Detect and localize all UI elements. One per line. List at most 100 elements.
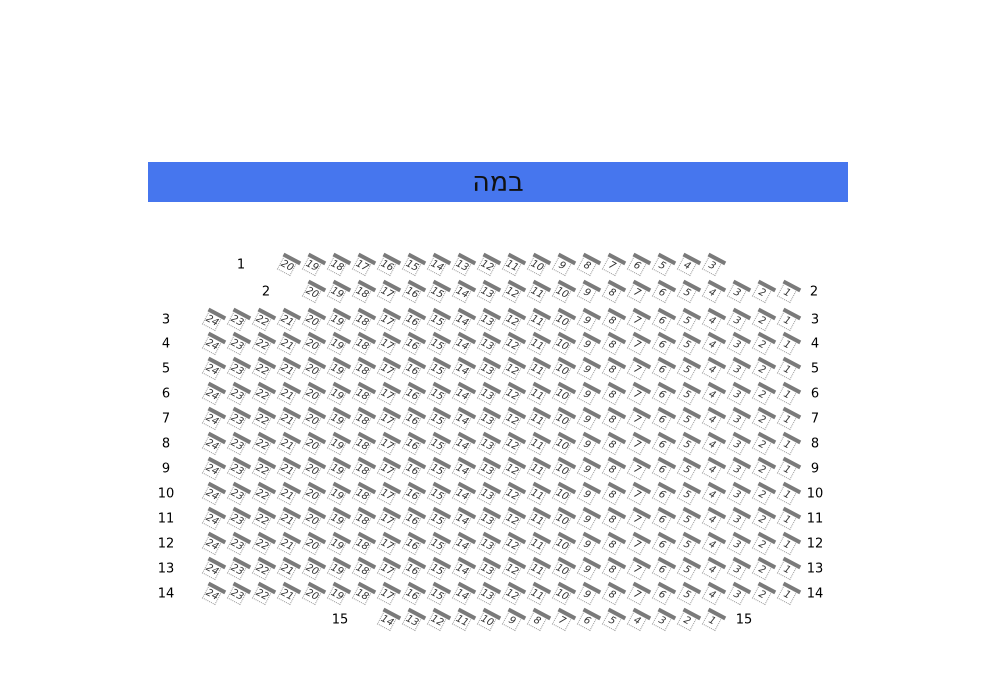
seat-row-15-7[interactable]: 7 [551, 607, 577, 632]
seat-row-7-6[interactable]: 6 [651, 406, 677, 431]
seat-row-9-4[interactable]: 4 [701, 456, 727, 481]
seat-row-8-18[interactable]: 18 [351, 431, 377, 456]
seat-row-1-12[interactable]: 12 [476, 252, 502, 277]
seat-row-14-13[interactable]: 13 [476, 581, 502, 606]
seat-row-7-20[interactable]: 20 [301, 406, 327, 431]
seat-row-6-17[interactable]: 17 [376, 381, 402, 406]
seat-row-5-3[interactable]: 3 [726, 356, 752, 381]
seat-row-11-17[interactable]: 17 [376, 506, 402, 531]
seat-row-5-7[interactable]: 7 [626, 356, 652, 381]
seat-row-11-1[interactable]: 1 [776, 506, 802, 531]
seat-row-10-24[interactable]: 24 [201, 481, 227, 506]
seat-row-6-5[interactable]: 5 [676, 381, 702, 406]
seat-row-3-23[interactable]: 23 [226, 307, 252, 332]
seat-row-6-9[interactable]: 9 [576, 381, 602, 406]
seat-row-7-8[interactable]: 8 [601, 406, 627, 431]
seat-row-2-3[interactable]: 3 [726, 279, 752, 304]
seat-row-6-20[interactable]: 20 [301, 381, 327, 406]
seat-row-15-5[interactable]: 5 [601, 607, 627, 632]
seat-row-6-11[interactable]: 11 [526, 381, 552, 406]
seat-row-6-4[interactable]: 4 [701, 381, 727, 406]
seat-row-14-10[interactable]: 10 [551, 581, 577, 606]
seat-row-3-16[interactable]: 16 [401, 307, 427, 332]
seat-row-14-21[interactable]: 21 [276, 581, 302, 606]
seat-row-8-2[interactable]: 2 [751, 431, 777, 456]
seat-row-12-8[interactable]: 8 [601, 531, 627, 556]
seat-row-6-24[interactable]: 24 [201, 381, 227, 406]
seat-row-15-8[interactable]: 8 [526, 607, 552, 632]
seat-row-5-12[interactable]: 12 [501, 356, 527, 381]
seat-row-9-16[interactable]: 16 [401, 456, 427, 481]
seat-row-10-21[interactable]: 21 [276, 481, 302, 506]
seat-row-12-7[interactable]: 7 [626, 531, 652, 556]
seat-row-1-7[interactable]: 7 [601, 252, 627, 277]
seat-row-11-18[interactable]: 18 [351, 506, 377, 531]
seat-row-14-4[interactable]: 4 [701, 581, 727, 606]
seat-row-12-14[interactable]: 14 [451, 531, 477, 556]
seat-row-11-2[interactable]: 2 [751, 506, 777, 531]
seat-row-8-15[interactable]: 15 [426, 431, 452, 456]
seat-row-5-23[interactable]: 23 [226, 356, 252, 381]
seat-row-2-16[interactable]: 16 [401, 279, 427, 304]
seat-row-7-14[interactable]: 14 [451, 406, 477, 431]
seat-row-13-12[interactable]: 12 [501, 556, 527, 581]
seat-row-14-17[interactable]: 17 [376, 581, 402, 606]
seat-row-4-22[interactable]: 22 [251, 331, 277, 356]
seat-row-7-9[interactable]: 9 [576, 406, 602, 431]
seat-row-7-10[interactable]: 10 [551, 406, 577, 431]
seat-row-5-22[interactable]: 22 [251, 356, 277, 381]
seat-row-9-1[interactable]: 1 [776, 456, 802, 481]
seat-row-11-4[interactable]: 4 [701, 506, 727, 531]
seat-row-13-22[interactable]: 22 [251, 556, 277, 581]
seat-row-14-9[interactable]: 9 [576, 581, 602, 606]
seat-row-15-14[interactable]: 14 [376, 607, 402, 632]
seat-row-7-1[interactable]: 1 [776, 406, 802, 431]
seat-row-13-18[interactable]: 18 [351, 556, 377, 581]
seat-row-14-22[interactable]: 22 [251, 581, 277, 606]
seat-row-14-12[interactable]: 12 [501, 581, 527, 606]
seat-row-2-9[interactable]: 9 [576, 279, 602, 304]
seat-row-10-19[interactable]: 19 [326, 481, 352, 506]
seat-row-1-18[interactable]: 18 [326, 252, 352, 277]
seat-row-5-10[interactable]: 10 [551, 356, 577, 381]
seat-row-6-13[interactable]: 13 [476, 381, 502, 406]
seat-row-9-19[interactable]: 19 [326, 456, 352, 481]
seat-row-7-23[interactable]: 23 [226, 406, 252, 431]
seat-row-14-1[interactable]: 1 [776, 581, 802, 606]
seat-row-9-9[interactable]: 9 [576, 456, 602, 481]
seat-row-5-17[interactable]: 17 [376, 356, 402, 381]
seat-row-10-1[interactable]: 1 [776, 481, 802, 506]
seat-row-5-11[interactable]: 11 [526, 356, 552, 381]
seat-row-9-13[interactable]: 13 [476, 456, 502, 481]
seat-row-14-16[interactable]: 16 [401, 581, 427, 606]
seat-row-9-15[interactable]: 15 [426, 456, 452, 481]
seat-row-7-4[interactable]: 4 [701, 406, 727, 431]
seat-row-13-5[interactable]: 5 [676, 556, 702, 581]
seat-row-5-2[interactable]: 2 [751, 356, 777, 381]
seat-row-2-12[interactable]: 12 [501, 279, 527, 304]
seat-row-8-10[interactable]: 10 [551, 431, 577, 456]
seat-row-3-1[interactable]: 1 [776, 307, 802, 332]
seat-row-6-18[interactable]: 18 [351, 381, 377, 406]
seat-row-13-1[interactable]: 1 [776, 556, 802, 581]
seat-row-6-23[interactable]: 23 [226, 381, 252, 406]
seat-row-10-5[interactable]: 5 [676, 481, 702, 506]
seat-row-4-13[interactable]: 13 [476, 331, 502, 356]
seat-row-6-2[interactable]: 2 [751, 381, 777, 406]
seat-row-12-2[interactable]: 2 [751, 531, 777, 556]
seat-row-10-7[interactable]: 7 [626, 481, 652, 506]
seat-row-2-11[interactable]: 11 [526, 279, 552, 304]
seat-row-7-13[interactable]: 13 [476, 406, 502, 431]
seat-row-10-15[interactable]: 15 [426, 481, 452, 506]
seat-row-3-21[interactable]: 21 [276, 307, 302, 332]
seat-row-3-11[interactable]: 11 [526, 307, 552, 332]
seat-row-6-3[interactable]: 3 [726, 381, 752, 406]
seat-row-5-6[interactable]: 6 [651, 356, 677, 381]
seat-row-8-21[interactable]: 21 [276, 431, 302, 456]
seat-row-13-3[interactable]: 3 [726, 556, 752, 581]
seat-row-2-1[interactable]: 1 [776, 279, 802, 304]
seat-row-4-10[interactable]: 10 [551, 331, 577, 356]
seat-row-10-14[interactable]: 14 [451, 481, 477, 506]
seat-row-8-17[interactable]: 17 [376, 431, 402, 456]
seat-row-3-22[interactable]: 22 [251, 307, 277, 332]
